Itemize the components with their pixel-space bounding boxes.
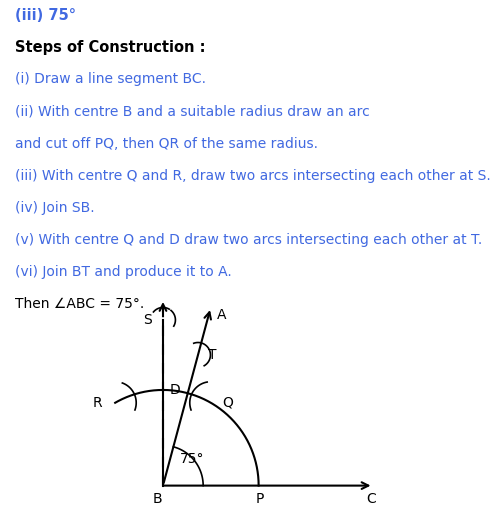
Text: Q: Q [222, 396, 233, 410]
Text: C: C [367, 492, 377, 507]
Text: (iv) Join SB.: (iv) Join SB. [15, 201, 94, 215]
Text: S: S [143, 313, 152, 327]
Text: (iii) With centre Q and R, draw two arcs intersecting each other at S.: (iii) With centre Q and R, draw two arcs… [15, 169, 491, 183]
Text: R: R [93, 396, 103, 410]
Text: A: A [217, 308, 226, 322]
Text: (v) With centre Q and D draw two arcs intersecting each other at T.: (v) With centre Q and D draw two arcs in… [15, 233, 482, 247]
Text: (ii) With centre B and a suitable radius draw an arc: (ii) With centre B and a suitable radius… [15, 105, 370, 118]
Text: T: T [208, 348, 216, 362]
Text: and cut off PQ, then QR of the same radius.: and cut off PQ, then QR of the same radi… [15, 137, 318, 150]
Text: (i) Draw a line segment BC.: (i) Draw a line segment BC. [15, 73, 206, 86]
Text: Then ∠ABC = 75°.: Then ∠ABC = 75°. [15, 297, 144, 311]
Text: B: B [152, 492, 162, 507]
Text: Steps of Construction :: Steps of Construction : [15, 41, 205, 55]
Text: P: P [255, 492, 264, 507]
Text: 75°: 75° [180, 452, 205, 466]
Text: D: D [170, 383, 180, 397]
Text: (vi) Join BT and produce it to A.: (vi) Join BT and produce it to A. [15, 265, 231, 279]
Text: (iii) 75°: (iii) 75° [15, 8, 76, 23]
